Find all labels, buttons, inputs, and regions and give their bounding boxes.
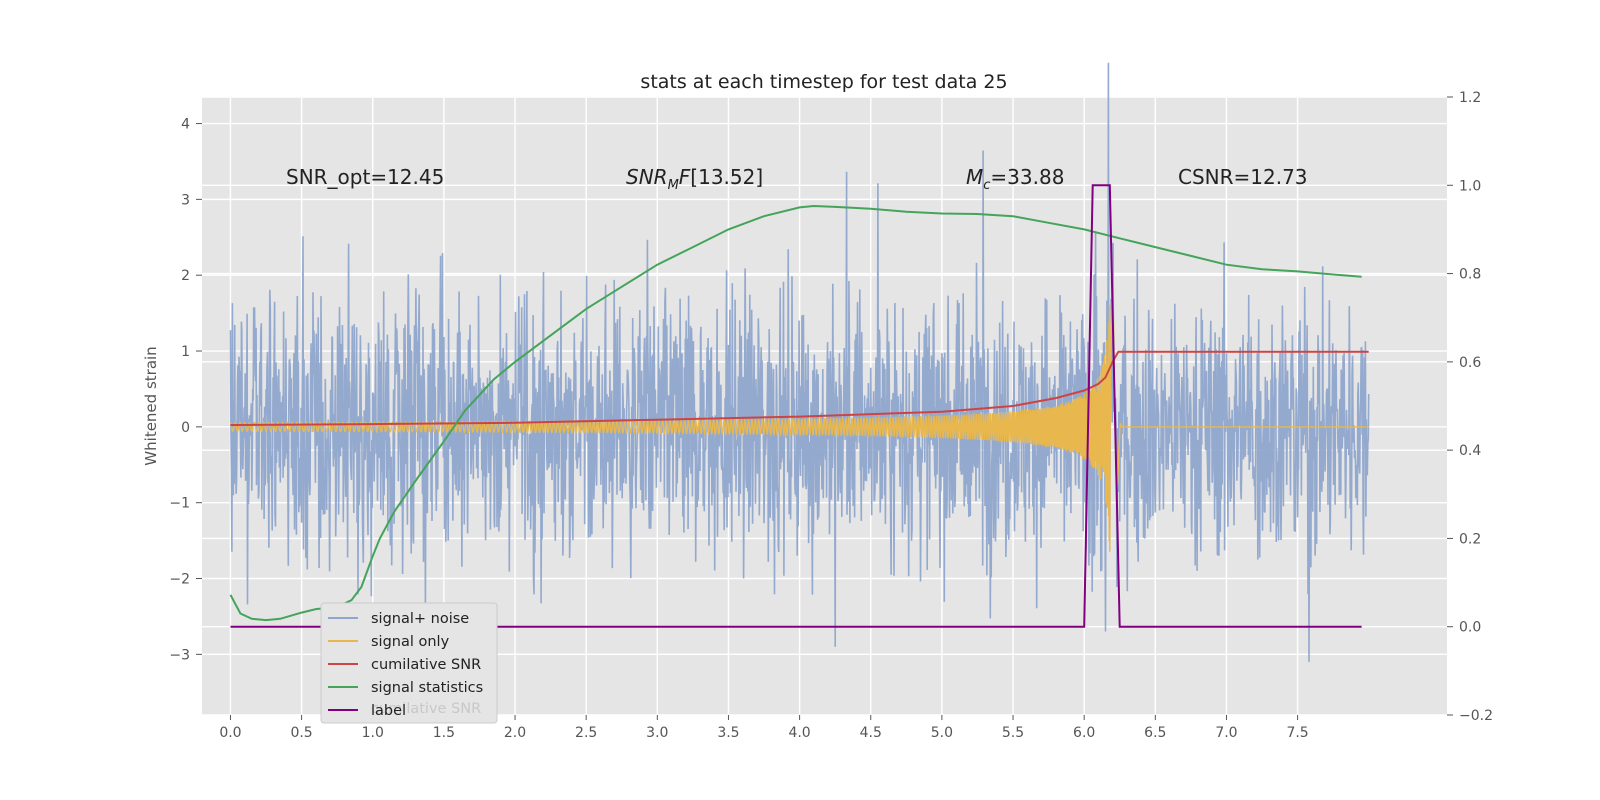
x-tick-label: 3.0 (646, 725, 668, 741)
x-tick-label: 4.5 (860, 725, 882, 741)
legend-item-signal-noise: signal+ noise (371, 611, 469, 627)
x-tick-label: 5.0 (931, 725, 953, 741)
axis-layer: 0.0 0.5 1.0 1.5 2.0 2.5 3.0 3.5 4.0 4.5 5.0 5.5 6.0 6… (169, 90, 1493, 741)
x-tick-label: 1.5 (433, 725, 455, 741)
annotation-snr-mf: SNRMF[13.52] (626, 165, 763, 193)
x-tick-label: 6.0 (1073, 725, 1095, 741)
series-signal-only (229, 291, 1369, 552)
legend-item-cumulative-snr: cumilative SNR (371, 657, 481, 673)
chart-title: stats at each timestep for test data 25 (640, 71, 1007, 93)
series-label (230, 184, 1362, 628)
x-tick-label: 7.0 (1215, 725, 1237, 741)
y2-tick-label: 0.4 (1459, 443, 1481, 459)
x-tick-label: 5.5 (1002, 725, 1024, 741)
x-tick-label: 7.5 (1286, 725, 1308, 741)
x-tick-label: 0.5 (290, 725, 312, 741)
annotation-mc-value: =33.88 (990, 165, 1064, 189)
legend-item-signal-statistics: signal statistics (371, 680, 483, 696)
x-tick-label: 6.5 (1144, 725, 1166, 741)
y-tick-label: 2 (181, 268, 190, 284)
y-tick-label: 4 (181, 117, 190, 133)
x-tick-label: 4.0 (788, 725, 810, 741)
series-cumulative-snr (230, 350, 1369, 426)
legend-item-label: label (371, 703, 406, 719)
x-tick-label: 0.0 (219, 725, 241, 741)
annotation-csnr: CSNR=12.73 (1178, 165, 1308, 189)
annotation-snr-opt: SNR_opt=12.45 (286, 165, 444, 189)
y-tick-label: −3 (169, 647, 190, 663)
y-tick-label: 3 (181, 192, 190, 208)
y2-tick-label: 0.0 (1459, 620, 1481, 636)
annotation-snr-mf-value: [13.52] (690, 165, 763, 189)
annotation-mc: Mc=33.88 (966, 165, 1064, 193)
y-tick-label: −2 (169, 572, 190, 588)
y2-tick-label: 1.2 (1459, 90, 1481, 106)
y2-tick-label: 0.6 (1459, 355, 1481, 371)
x-tick-label: 2.5 (575, 725, 597, 741)
x-tick-label: 2.0 (504, 725, 526, 741)
x-tick-label: 3.5 (717, 725, 739, 741)
y2-tick-label: 0.2 (1459, 531, 1481, 547)
y2-tick-label: 0.8 (1459, 267, 1481, 283)
legend-item-signal-only: signal only (371, 634, 450, 650)
y-axis-title: Whitened strain (142, 346, 160, 465)
legend-box (320, 602, 498, 724)
y2-tick-label: −0.2 (1459, 708, 1493, 724)
annotation-layer: stats at each timestep for test data 25 … (142, 71, 1308, 466)
legend-ghost-text: cumilative SNR (371, 701, 481, 717)
y-tick-label: −1 (169, 496, 190, 512)
x-tick-label: 1.0 (362, 725, 384, 741)
y-tick-label: 1 (181, 344, 190, 360)
legend: cumilative SNR signal+ noise signal only… (320, 602, 498, 724)
y2-tick-label: 1.0 (1459, 178, 1481, 194)
y-tick-label: 0 (181, 420, 190, 436)
series-signal-noise (229, 62, 1370, 662)
